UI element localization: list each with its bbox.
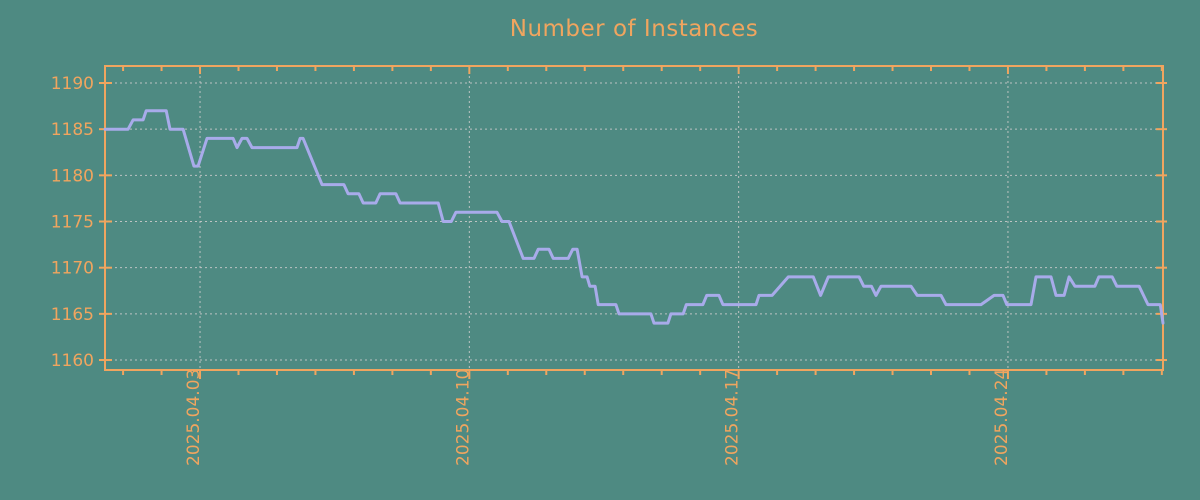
- plot-border: [104, 65, 1164, 371]
- y-tick-label: 1190: [51, 74, 94, 94]
- x-tick-label: 2025.04.03: [184, 369, 204, 466]
- x-tick-label: 2025.04.17: [723, 369, 743, 466]
- grid-lines: [105, 66, 1163, 370]
- x-axis-ticks: [122, 66, 1163, 379]
- y-tick-label: 1160: [51, 351, 94, 371]
- y-tick-label: 1185: [51, 120, 94, 140]
- chart-title: Number of Instances: [509, 16, 759, 42]
- x-tick-label: 2025.04.24: [992, 369, 1012, 466]
- series-line-instances: [103, 109, 1165, 325]
- x-tick-labels: 2025.04.03 2025.04.10 2025.04.17 2025.04.24: [184, 369, 1012, 466]
- y-tick-label: 1165: [51, 305, 94, 325]
- y-tick-label: 1170: [51, 259, 94, 279]
- x-tick-label: 2025.04.10: [453, 369, 473, 466]
- y-tick-labels: 1160 1165 1170 1175 1180 1185 1190: [51, 74, 94, 371]
- y-tick-label: 1175: [51, 213, 94, 233]
- y-tick-label: 1180: [51, 166, 94, 186]
